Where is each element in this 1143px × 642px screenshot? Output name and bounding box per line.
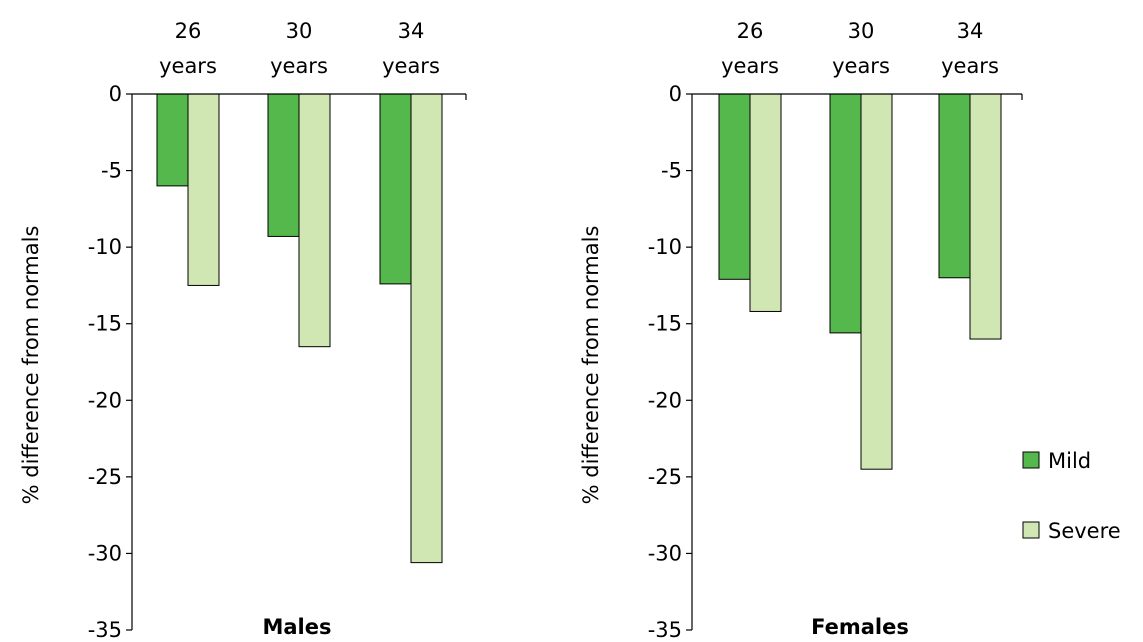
bar-severe-34 — [410, 93, 443, 564]
bar-mild-30 — [829, 93, 862, 334]
y-tick-label: -35 — [88, 618, 122, 642]
y-tick-label: -15 — [648, 312, 682, 336]
chart-panel-males: % difference from normals Males 0 -5 -10 -1… — [19, 19, 467, 642]
bar-severe-26 — [749, 93, 782, 312]
category-label-unit: years — [721, 54, 779, 78]
y-tick-label: -30 — [88, 541, 122, 565]
category-label-unit: years — [832, 54, 890, 78]
category-label-unit: years — [382, 54, 440, 78]
bar-mild-26 — [718, 93, 751, 280]
y-tick-label: 0 — [109, 82, 122, 106]
y-tick-label: -25 — [648, 465, 682, 489]
y-tick-label: -30 — [648, 541, 682, 565]
category-label-unit: years — [270, 54, 328, 78]
legend-swatch-severe — [1022, 521, 1040, 539]
y-tick-label: -35 — [648, 618, 682, 642]
y-tick-label: -20 — [88, 388, 122, 412]
x-axis-label: Males — [262, 615, 331, 639]
chart-panel-females: % difference from normals Females 0 -5 -10… — [579, 19, 1023, 642]
y-tick-label: -25 — [88, 465, 122, 489]
category-label: 26 — [175, 19, 202, 43]
y-tick-label: -20 — [648, 388, 682, 412]
y-axis-label: % difference from normals — [579, 226, 603, 505]
category-label: 34 — [398, 19, 425, 43]
x-axis-label: Females — [811, 615, 909, 639]
category-label: 30 — [286, 19, 313, 43]
bar-mild-26 — [156, 93, 189, 187]
bar-mild-34 — [379, 93, 412, 285]
bar-severe-34 — [969, 93, 1002, 340]
bar-mild-30 — [267, 93, 300, 237]
y-tick-label: -10 — [88, 235, 122, 259]
bar-severe-26 — [187, 93, 220, 286]
bar-mild-34 — [938, 93, 971, 279]
legend: Mild Severe — [1022, 449, 1121, 543]
y-tick-label: 0 — [669, 82, 682, 106]
category-label: 30 — [848, 19, 875, 43]
legend-swatch-mild — [1022, 451, 1040, 469]
y-axis-label: % difference from normals — [19, 226, 43, 505]
y-tick-label: -15 — [88, 312, 122, 336]
y-tick-label: -5 — [661, 159, 682, 183]
bar-severe-30 — [298, 93, 331, 348]
category-label: 26 — [737, 19, 764, 43]
legend-label-mild: Mild — [1048, 449, 1091, 473]
bar-severe-30 — [860, 93, 893, 470]
category-label: 34 — [957, 19, 984, 43]
legend-label-severe: Severe — [1048, 519, 1121, 543]
category-label-unit: years — [159, 54, 217, 78]
y-tick-label: -5 — [101, 159, 122, 183]
y-tick-label: -10 — [648, 235, 682, 259]
category-label-unit: years — [941, 54, 999, 78]
